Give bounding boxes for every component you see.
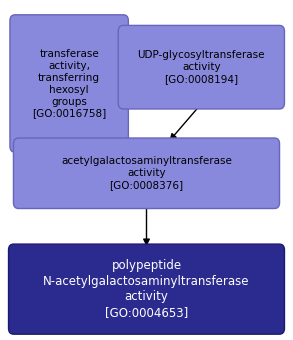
Text: transferase
activity,
transferring
hexosyl
groups
[GO:0016758]: transferase activity, transferring hexos… [32,49,106,119]
Text: polypeptide
N-acetylgalactosaminyltransferase
activity
[GO:0004653]: polypeptide N-acetylgalactosaminyltransf… [43,259,250,319]
Text: acetylgalactosaminyltransferase
activity
[GO:0008376]: acetylgalactosaminyltransferase activity… [61,156,232,190]
FancyBboxPatch shape [13,138,280,208]
Text: UDP-glycosyltransferase
activity
[GO:0008194]: UDP-glycosyltransferase activity [GO:000… [138,50,265,84]
FancyBboxPatch shape [8,244,285,334]
FancyBboxPatch shape [118,26,285,109]
FancyBboxPatch shape [10,15,128,152]
